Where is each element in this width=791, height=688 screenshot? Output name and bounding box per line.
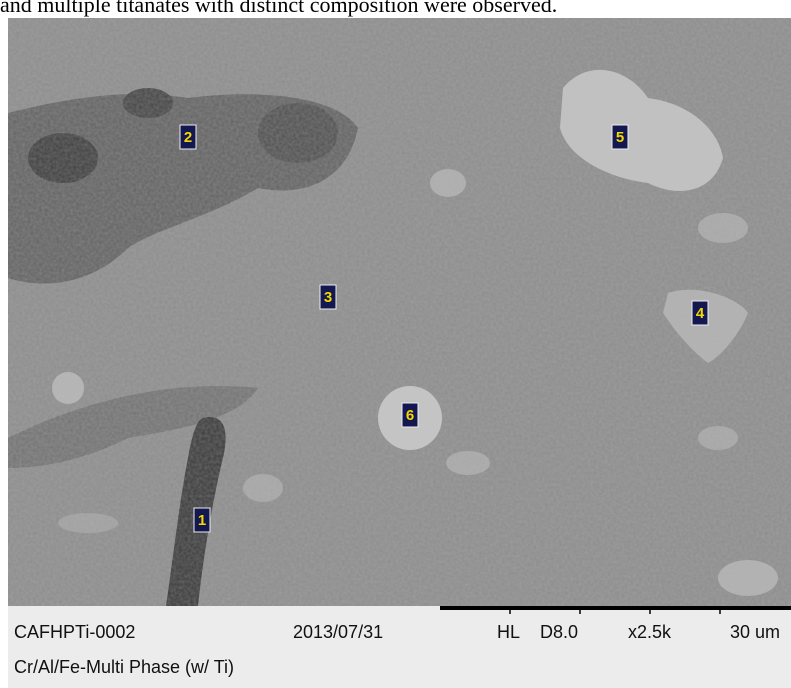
caption: and multiple titanates with distinct com… [0, 0, 557, 18]
marker-label: 2 [184, 129, 192, 146]
scale: 30 um [730, 622, 780, 643]
date: 2013/07/31 [293, 622, 383, 643]
description: Cr/Al/Fe-Multi Phase (w/ Ti) [14, 657, 234, 678]
sample-id: CAFHPTi-0002 [14, 622, 135, 643]
mode: HL [497, 622, 520, 643]
marker-label: 3 [324, 289, 332, 306]
distance: D8.0 [540, 622, 578, 643]
marker-label: 4 [696, 305, 705, 322]
screenshot: and multiple titanates with distinct com… [0, 0, 791, 688]
marker-label: 6 [406, 407, 414, 424]
marker-label: 5 [616, 129, 624, 146]
scale-bar [8, 606, 791, 616]
sem-image: 1 2 3 4 5 6 [8, 18, 791, 606]
magnification: x2.5k [628, 622, 671, 643]
marker-label: 1 [198, 512, 206, 529]
info-bar: CAFHPTi-0002 2013/07/31 HL D8.0 x2.5k 30… [8, 606, 791, 688]
